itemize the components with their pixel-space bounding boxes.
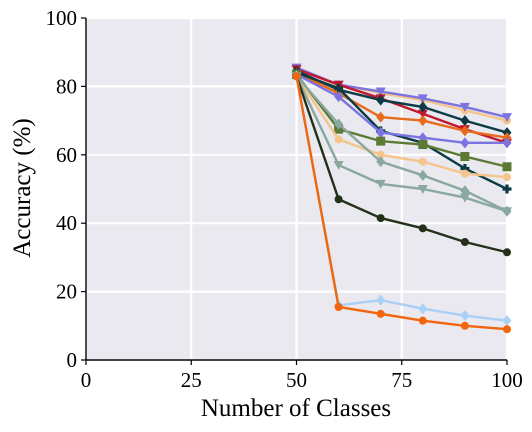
- series-group: [291, 63, 512, 334]
- tick-labels: 0 25 50 75 100 0 20 40 60 80 100: [46, 6, 523, 392]
- data-point: [503, 173, 511, 182]
- data-point: [460, 125, 470, 137]
- data-point: [460, 152, 470, 162]
- series-line: [295, 71, 508, 139]
- data-point: [292, 72, 301, 81]
- series-9: [292, 72, 511, 182]
- data-point: [417, 94, 428, 104]
- series-14: [292, 72, 511, 334]
- data-point: [503, 248, 511, 257]
- data-point: [460, 310, 470, 322]
- data-point: [502, 137, 512, 149]
- data-point: [460, 238, 469, 247]
- y-tick-label: 100: [46, 6, 78, 30]
- data-point: [375, 179, 386, 189]
- data-point: [460, 115, 470, 127]
- y-tick-label: 80: [56, 74, 77, 98]
- series-line: [295, 73, 508, 168]
- data-point: [418, 316, 427, 325]
- data-point: [334, 135, 343, 144]
- data-point: [460, 169, 469, 178]
- y-tick-label: 60: [56, 143, 77, 167]
- x-tick-label: 0: [81, 368, 92, 392]
- data-point: [418, 140, 428, 150]
- x-tick-label: 75: [391, 368, 412, 392]
- data-point: [334, 91, 344, 103]
- data-point: [334, 195, 343, 204]
- series-line: [295, 73, 507, 145]
- data-point: [376, 127, 386, 139]
- data-point: [418, 101, 428, 113]
- data-point: [459, 102, 470, 112]
- series-line: [295, 75, 508, 331]
- series-line: [295, 75, 508, 213]
- data-point: [460, 321, 469, 330]
- data-point: [418, 224, 427, 233]
- data-point: [334, 83, 344, 93]
- data-point: [418, 157, 427, 166]
- data-point: [417, 185, 428, 194]
- x-axis-label: Number of Classes: [201, 395, 391, 422]
- data-point: [418, 303, 428, 315]
- data-point: [376, 309, 385, 318]
- data-point: [502, 162, 512, 172]
- data-point: [459, 193, 470, 203]
- data-point: [376, 214, 385, 223]
- data-point: [334, 302, 343, 311]
- y-tick-label: 0: [67, 348, 78, 372]
- data-point: [418, 169, 428, 181]
- data-point: [376, 294, 386, 306]
- y-axis-label: Accuracy (%): [9, 118, 36, 258]
- data-point: [376, 150, 385, 159]
- data-point: [334, 118, 344, 130]
- y-tick-label: 20: [56, 280, 77, 304]
- series-line: [295, 75, 508, 213]
- series-line: [295, 75, 508, 179]
- x-tick-label: 100: [491, 368, 523, 392]
- data-point: [503, 325, 511, 334]
- data-point: [460, 137, 470, 149]
- data-point: [502, 315, 512, 327]
- y-tick-label: 40: [56, 211, 77, 235]
- series-7: [292, 68, 512, 149]
- axes: [81, 17, 508, 365]
- x-tick-label: 25: [181, 368, 202, 392]
- series-12: [292, 72, 511, 257]
- data-point: [333, 161, 344, 171]
- data-point: [376, 156, 386, 168]
- data-point: [418, 115, 428, 127]
- data-point: [376, 94, 386, 106]
- data-point: [460, 185, 470, 197]
- data-point: [502, 113, 512, 123]
- series-line: [296, 71, 508, 191]
- data-point: [376, 111, 386, 123]
- series-line: [295, 75, 508, 254]
- data-point: [502, 207, 512, 217]
- data-point: [417, 109, 428, 119]
- data-point: [376, 136, 386, 146]
- data-point: [502, 184, 512, 194]
- x-tick-label: 50: [286, 368, 307, 392]
- data-point: [375, 87, 386, 97]
